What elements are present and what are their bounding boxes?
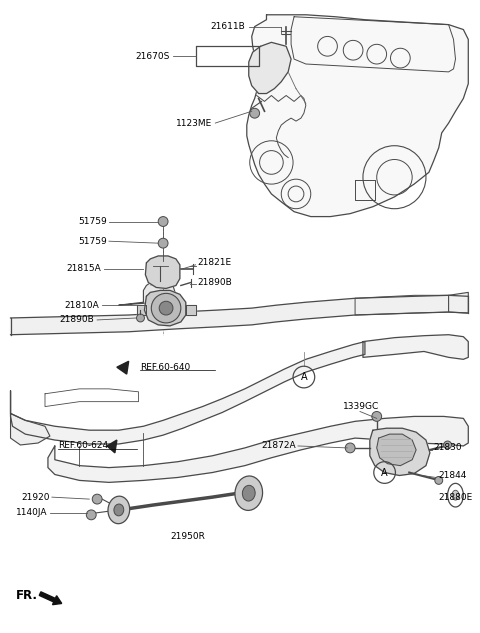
Text: FR.: FR. <box>15 589 37 602</box>
Text: 21880E: 21880E <box>439 492 473 501</box>
Circle shape <box>86 510 96 520</box>
Text: 51759: 51759 <box>78 237 107 246</box>
Text: 21815A: 21815A <box>66 264 101 273</box>
Circle shape <box>92 494 102 504</box>
Text: 51759: 51759 <box>78 217 107 226</box>
Text: A: A <box>381 468 388 477</box>
Text: 21920: 21920 <box>22 492 50 501</box>
Text: 21872A: 21872A <box>262 441 296 451</box>
Polygon shape <box>144 291 186 326</box>
Polygon shape <box>11 342 365 444</box>
Text: REF.60-624: REF.60-624 <box>58 441 108 451</box>
Polygon shape <box>107 440 117 453</box>
Polygon shape <box>136 305 146 315</box>
Polygon shape <box>449 292 468 313</box>
Polygon shape <box>11 296 468 335</box>
Text: 21611B: 21611B <box>210 22 245 31</box>
Polygon shape <box>11 413 50 445</box>
Text: 21810A: 21810A <box>64 301 99 310</box>
Circle shape <box>250 108 260 118</box>
FancyArrow shape <box>39 592 62 605</box>
Polygon shape <box>119 280 176 305</box>
Circle shape <box>151 293 181 323</box>
Polygon shape <box>377 434 416 466</box>
Circle shape <box>435 477 443 484</box>
Ellipse shape <box>242 486 255 501</box>
Polygon shape <box>370 429 430 475</box>
Text: 21890B: 21890B <box>60 315 94 325</box>
Text: 21670S: 21670S <box>136 52 170 61</box>
Text: A: A <box>300 372 307 382</box>
Circle shape <box>158 238 168 248</box>
Circle shape <box>136 314 144 322</box>
Polygon shape <box>48 417 468 482</box>
Ellipse shape <box>235 476 263 510</box>
Text: 21830: 21830 <box>434 444 462 453</box>
Text: 21821E: 21821E <box>198 258 232 267</box>
Text: 1140JA: 1140JA <box>16 508 48 517</box>
Circle shape <box>159 301 173 315</box>
Text: 21890B: 21890B <box>198 278 232 287</box>
Text: REF.60-640: REF.60-640 <box>141 363 191 372</box>
Polygon shape <box>186 305 196 315</box>
Ellipse shape <box>108 496 130 523</box>
Polygon shape <box>355 296 449 315</box>
Text: 21950R: 21950R <box>170 532 205 541</box>
Polygon shape <box>363 335 468 360</box>
Circle shape <box>444 441 452 449</box>
Polygon shape <box>249 42 291 94</box>
Ellipse shape <box>114 504 124 516</box>
Polygon shape <box>247 15 468 216</box>
Polygon shape <box>145 256 180 289</box>
Text: 1123ME: 1123ME <box>176 118 212 128</box>
Circle shape <box>372 411 382 422</box>
Circle shape <box>158 216 168 227</box>
Ellipse shape <box>452 490 459 500</box>
Text: 1339GC: 1339GC <box>343 402 380 411</box>
Polygon shape <box>117 361 129 374</box>
Text: 21844: 21844 <box>439 471 467 480</box>
Circle shape <box>345 443 355 453</box>
